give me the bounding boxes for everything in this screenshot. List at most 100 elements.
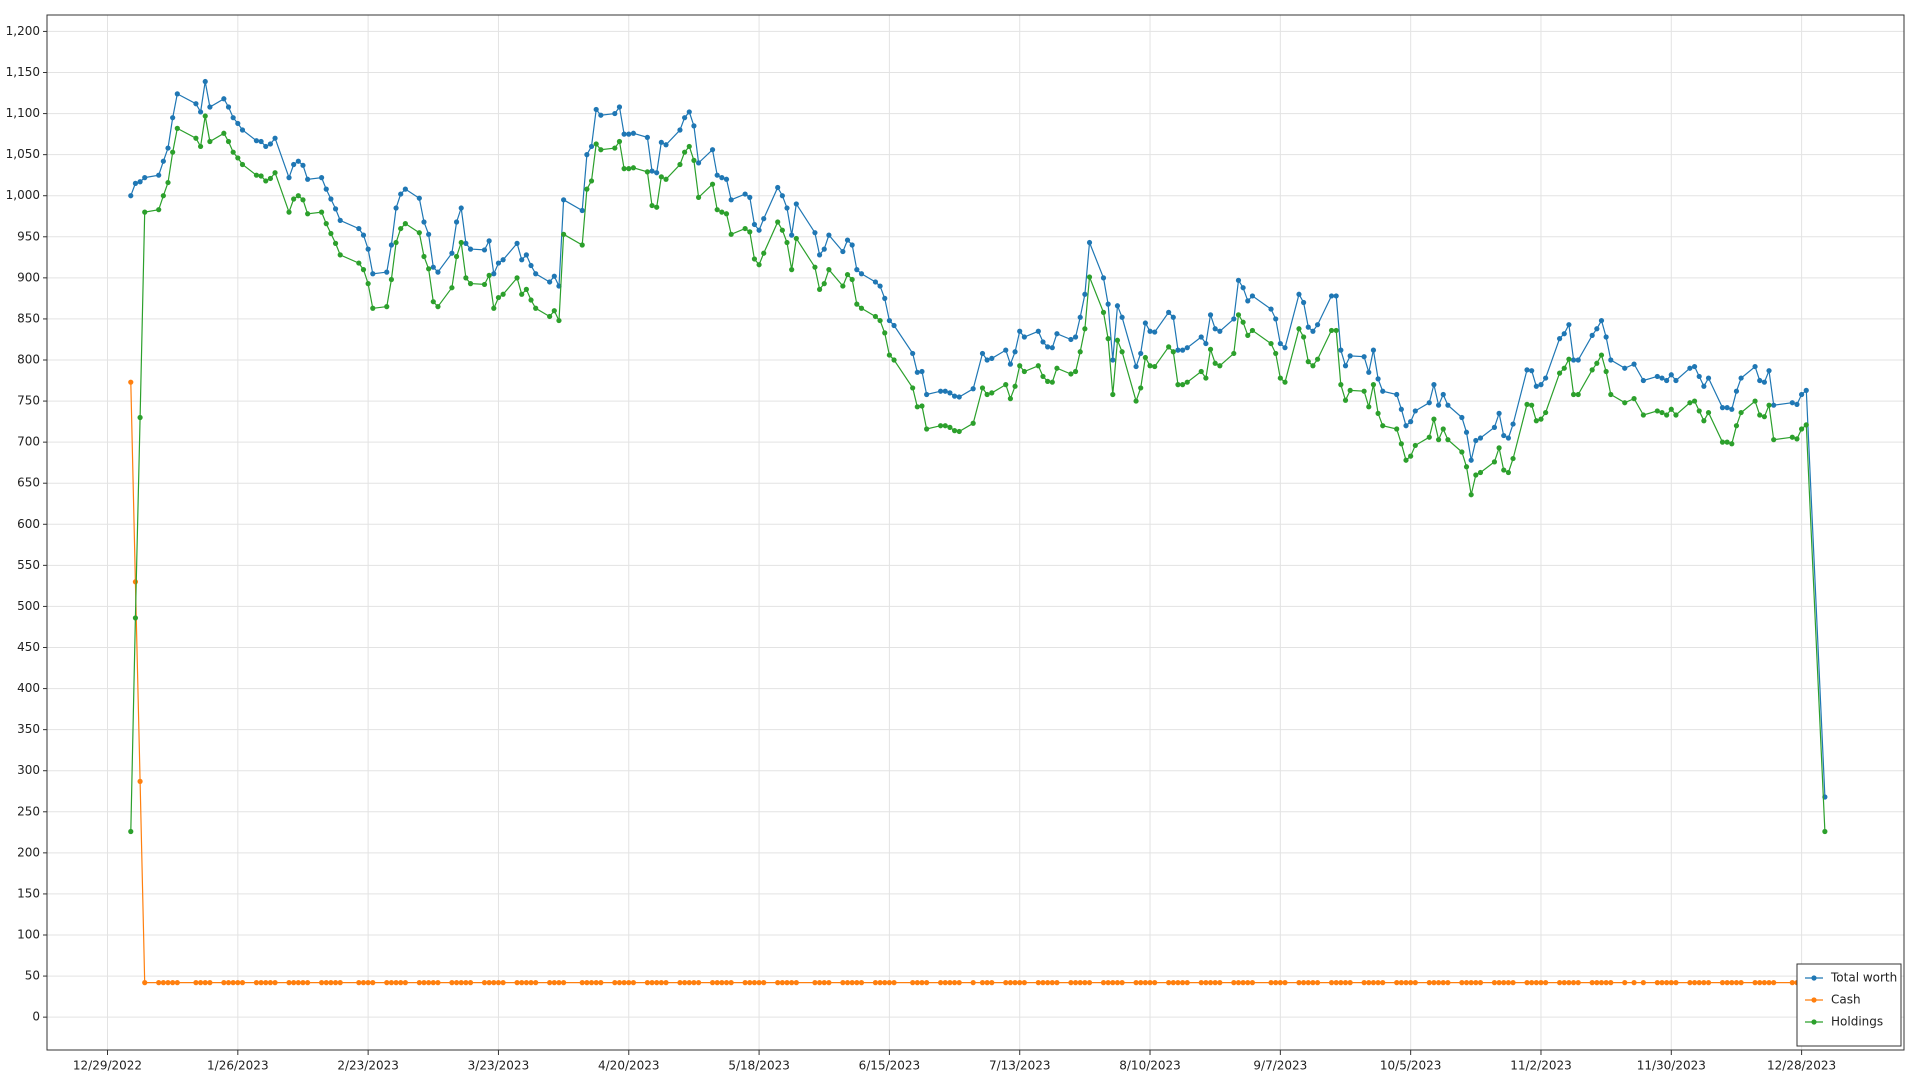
data-point [691, 157, 697, 163]
data-point [1566, 980, 1572, 986]
data-point [142, 175, 148, 181]
data-point [1380, 388, 1386, 394]
data-point [1105, 336, 1111, 342]
data-point [1473, 980, 1479, 986]
data-point [426, 980, 432, 986]
data-point [644, 169, 650, 175]
data-point [449, 250, 455, 256]
data-point [1491, 980, 1498, 986]
data-point [1538, 382, 1544, 388]
data-point [272, 170, 278, 176]
data-point [1459, 414, 1465, 421]
data-point [1412, 980, 1418, 986]
data-point [1533, 383, 1539, 389]
data-point [914, 369, 920, 375]
data-point [1035, 328, 1041, 334]
data-point [1673, 980, 1679, 986]
data-point [551, 273, 557, 279]
data-point [514, 980, 520, 986]
data-point [1245, 980, 1251, 986]
data-point [1370, 382, 1377, 388]
data-point [1207, 346, 1214, 352]
data-point [547, 279, 553, 285]
data-point [328, 230, 334, 237]
data-point [691, 980, 697, 986]
data-point [1245, 332, 1251, 338]
data-point [761, 980, 767, 986]
data-point [1217, 980, 1223, 986]
data-point [1543, 409, 1549, 416]
data-point [677, 980, 683, 986]
data-point [1761, 414, 1767, 420]
data-point [318, 209, 325, 215]
x-tick-label: 11/30/2023 [1637, 1059, 1706, 1073]
data-point [128, 828, 134, 835]
data-point [1203, 340, 1209, 347]
data-point [286, 209, 292, 215]
data-point [1310, 363, 1316, 369]
data-point [686, 109, 692, 115]
data-point [588, 980, 595, 986]
data-point [1328, 980, 1335, 986]
data-point [937, 423, 944, 429]
data-point [882, 330, 888, 336]
legend-label: Cash [1831, 993, 1861, 1007]
data-point [598, 147, 604, 153]
data-point [1705, 375, 1712, 381]
data-point [1594, 360, 1600, 366]
y-tick-label: 500 [17, 599, 40, 613]
data-point [1691, 980, 1698, 986]
data-point [1570, 391, 1577, 398]
data-point [1556, 336, 1563, 342]
data-point [1668, 372, 1674, 378]
data-point [1100, 275, 1107, 281]
data-point [756, 227, 762, 233]
data-point [1235, 980, 1242, 986]
data-point [491, 271, 497, 277]
data-point [1268, 306, 1274, 312]
data-point [1538, 980, 1544, 986]
series-line [130, 81, 1826, 798]
data-point [426, 266, 432, 272]
data-point [947, 390, 953, 396]
data-point [1459, 449, 1465, 455]
data-point [1277, 375, 1283, 381]
data-point [761, 250, 767, 256]
data-point [1240, 980, 1246, 986]
data-point [663, 176, 669, 182]
data-point [300, 980, 306, 986]
data-point [1142, 320, 1148, 326]
data-point [579, 207, 585, 214]
data-point [1622, 980, 1628, 986]
data-point [332, 206, 339, 212]
data-point [1570, 357, 1577, 363]
y-tick-label: 400 [17, 681, 40, 695]
data-point [170, 980, 176, 986]
data-point [197, 143, 204, 150]
data-point [398, 980, 404, 986]
data-point [235, 155, 241, 161]
data-point [584, 980, 590, 986]
data-point [1301, 980, 1307, 986]
data-point [435, 269, 441, 275]
data-point [728, 231, 734, 237]
data-point [840, 980, 846, 986]
data-point [561, 980, 567, 986]
data-point [793, 201, 799, 207]
data-point [1598, 352, 1605, 358]
data-point [630, 980, 637, 986]
data-point [719, 209, 725, 215]
data-point [230, 980, 236, 986]
data-point [779, 980, 785, 986]
data-point [742, 191, 748, 197]
data-point [1426, 980, 1432, 986]
data-point [612, 110, 618, 117]
data-point [1394, 980, 1400, 986]
data-point [1338, 347, 1344, 353]
data-point [1799, 426, 1805, 432]
data-point [528, 262, 534, 269]
data-point [1589, 980, 1595, 986]
data-point [1435, 980, 1442, 986]
data-point [402, 221, 408, 227]
data-point [267, 175, 273, 182]
